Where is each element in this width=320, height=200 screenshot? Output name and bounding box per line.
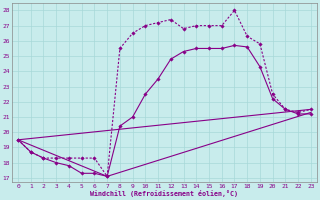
X-axis label: Windchill (Refroidissement éolien,°C): Windchill (Refroidissement éolien,°C) <box>91 190 238 197</box>
